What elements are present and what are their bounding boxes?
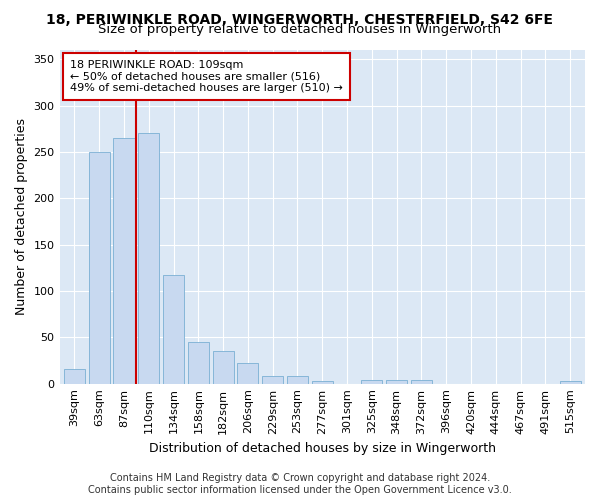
Text: Contains HM Land Registry data © Crown copyright and database right 2024.
Contai: Contains HM Land Registry data © Crown c… — [88, 474, 512, 495]
Bar — [212, 351, 233, 384]
Bar — [312, 381, 333, 384]
Bar — [411, 380, 432, 384]
Bar — [163, 275, 184, 384]
Bar — [361, 380, 382, 384]
Bar — [238, 364, 259, 384]
Bar — [138, 134, 160, 384]
Bar — [113, 138, 134, 384]
Bar — [287, 376, 308, 384]
Bar — [188, 342, 209, 384]
Text: Size of property relative to detached houses in Wingerworth: Size of property relative to detached ho… — [98, 22, 502, 36]
X-axis label: Distribution of detached houses by size in Wingerworth: Distribution of detached houses by size … — [149, 442, 496, 455]
Bar — [89, 152, 110, 384]
Text: 18, PERIWINKLE ROAD, WINGERWORTH, CHESTERFIELD, S42 6FE: 18, PERIWINKLE ROAD, WINGERWORTH, CHESTE… — [47, 12, 554, 26]
Bar — [64, 369, 85, 384]
Bar — [560, 381, 581, 384]
Bar — [386, 380, 407, 384]
Text: 18 PERIWINKLE ROAD: 109sqm
← 50% of detached houses are smaller (516)
49% of sem: 18 PERIWINKLE ROAD: 109sqm ← 50% of deta… — [70, 60, 343, 93]
Bar — [262, 376, 283, 384]
Y-axis label: Number of detached properties: Number of detached properties — [15, 118, 28, 316]
